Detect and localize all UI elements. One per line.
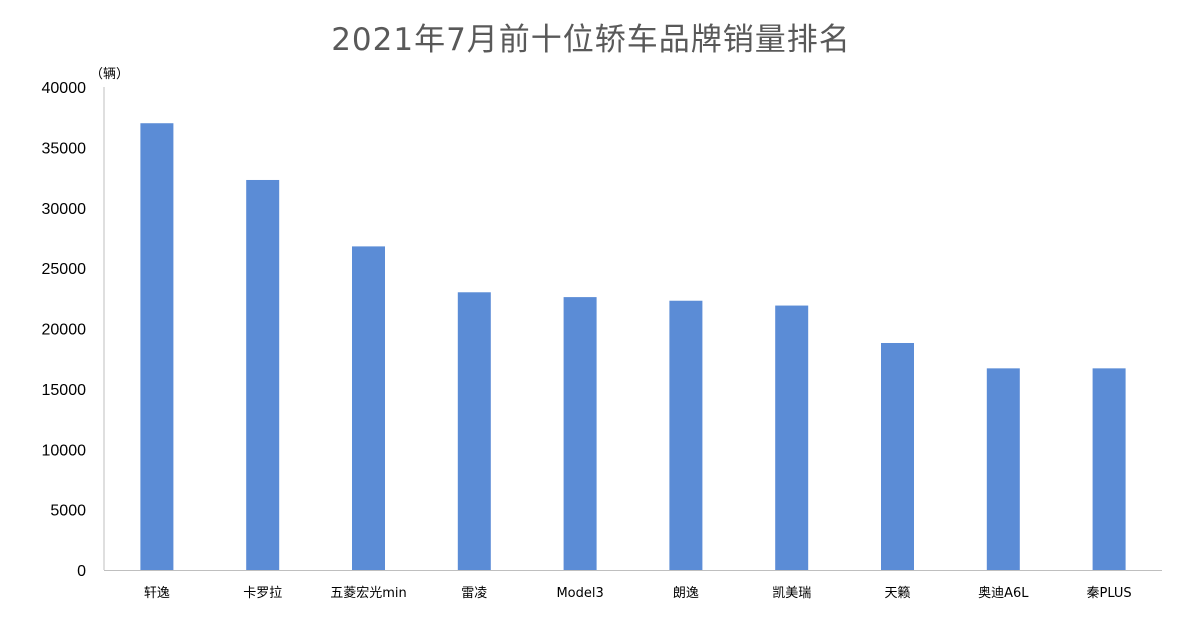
y-tick-label: 30000 bbox=[42, 201, 87, 218]
bar bbox=[669, 300, 703, 570]
y-tick-label: 5000 bbox=[50, 503, 86, 520]
bar bbox=[986, 368, 1020, 570]
x-category-label: 天籁 bbox=[884, 586, 910, 601]
y-tick-label: 20000 bbox=[42, 322, 87, 339]
x-category-label: 雷凌 bbox=[461, 586, 487, 601]
y-tick-label: 25000 bbox=[42, 261, 87, 278]
x-category-label: Model3 bbox=[556, 586, 603, 601]
chart-title: 2021年7月前十位轿车品牌销量排名 bbox=[331, 22, 851, 58]
bars bbox=[140, 123, 1126, 571]
x-category-label: 五菱宏光min bbox=[330, 586, 407, 601]
bar bbox=[140, 123, 174, 570]
bar bbox=[457, 292, 491, 570]
x-category-label: 奥迪A6L bbox=[978, 586, 1029, 601]
bar bbox=[775, 305, 809, 570]
x-category-label: 秦PLUS bbox=[1086, 586, 1131, 601]
bar bbox=[563, 297, 597, 570]
x-category-label: 朗逸 bbox=[673, 586, 699, 601]
bar bbox=[246, 179, 280, 571]
y-axis: 0 5000 10000 15000 20000 25000 30000 35000 40000 bbox=[42, 80, 105, 580]
x-category-label: 轩逸 bbox=[144, 586, 170, 601]
bar bbox=[1092, 368, 1126, 570]
y-tick-label: 0 bbox=[77, 563, 86, 580]
x-category-label: 凯美瑞 bbox=[772, 586, 811, 601]
x-axis: 轩逸 卡罗拉 五菱宏光min 雷凌 Model3 朗逸 凯美瑞 天籁 奥迪A6L 秦PLUS bbox=[104, 570, 1162, 601]
y-tick-label: 35000 bbox=[42, 140, 87, 157]
y-tick-label: 40000 bbox=[42, 80, 87, 97]
y-tick-label: 15000 bbox=[42, 382, 87, 399]
y-tick-label: 10000 bbox=[42, 442, 87, 459]
y-axis-unit-label: （辆） bbox=[90, 67, 129, 82]
bar bbox=[352, 246, 385, 570]
bar bbox=[881, 342, 914, 570]
x-category-label: 卡罗拉 bbox=[243, 586, 282, 601]
